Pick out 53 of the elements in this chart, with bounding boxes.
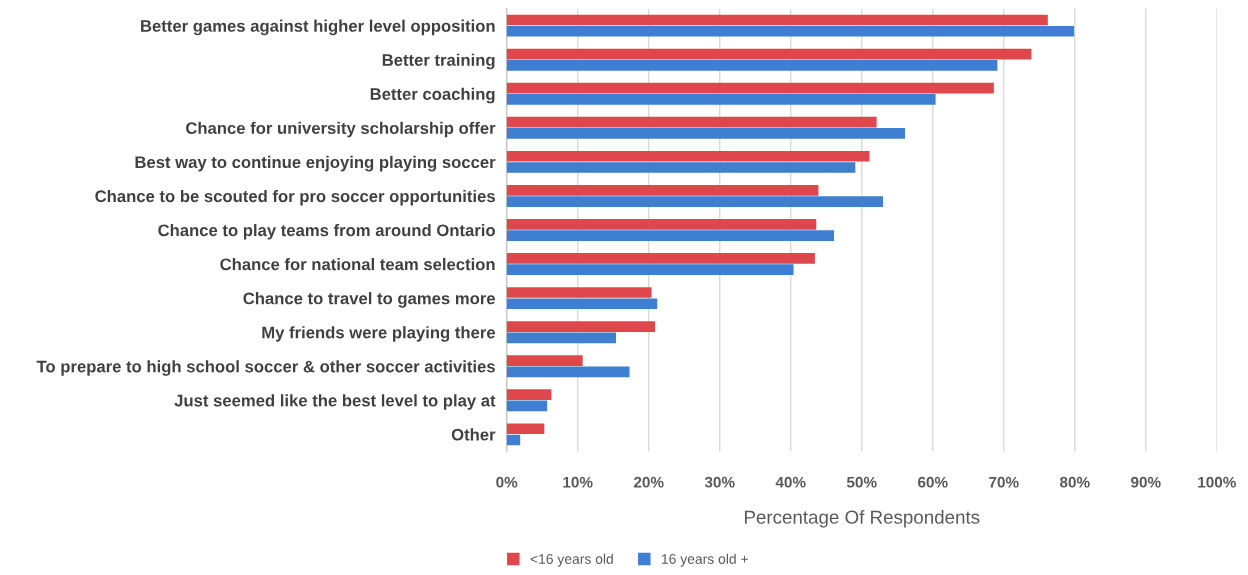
bar xyxy=(506,366,630,378)
bar xyxy=(506,423,545,435)
x-tick-label: 70% xyxy=(989,476,1019,488)
bar xyxy=(506,400,548,412)
legend-label: <16 years old xyxy=(530,553,613,567)
bar xyxy=(506,162,856,173)
bar xyxy=(506,332,617,344)
y-tick-label: To prepare to high school soccer & other soccer activities xyxy=(36,360,495,376)
bar xyxy=(506,287,652,298)
x-tick-label: 20% xyxy=(633,476,664,488)
y-tick-label: Chance for national team selection xyxy=(220,258,495,271)
bar xyxy=(506,253,815,264)
y-tick-label: My friends were playing there xyxy=(262,326,496,342)
x-tick-label: 100% xyxy=(1198,476,1236,488)
y-tick-label: Chance to travel to games more xyxy=(243,292,496,308)
bar xyxy=(506,128,906,139)
y-tick-label: Better games against higher level opposition xyxy=(141,19,495,36)
bar xyxy=(506,321,656,332)
bar xyxy=(506,48,1032,60)
bar xyxy=(506,264,794,276)
bar xyxy=(506,25,1075,37)
x-tick-label: 40% xyxy=(775,476,806,488)
y-tick-label: Chance to be scouted for pro soccer opportunities xyxy=(95,189,495,206)
bar xyxy=(506,14,1048,26)
bar xyxy=(506,355,583,366)
bar xyxy=(506,116,877,128)
legend-label: 16 years old + xyxy=(662,553,748,567)
bar xyxy=(506,389,552,401)
y-tick-label: Chance to play teams from around Ontario xyxy=(158,223,495,240)
x-tick-label: 50% xyxy=(846,476,877,488)
x-tick-label: 90% xyxy=(1131,476,1161,488)
bar xyxy=(506,298,658,310)
x-axis-title: Percentage Of Respondents xyxy=(744,510,980,528)
y-tick-label: Better training xyxy=(382,53,495,70)
x-tick-label: 60% xyxy=(918,476,948,488)
bar xyxy=(506,94,936,105)
y-tick-label: Better coaching xyxy=(370,87,495,104)
bar xyxy=(506,184,819,196)
y-tick-label: Best way to continue enjoying playing soccer xyxy=(135,155,496,172)
x-tick-label: 80% xyxy=(1059,476,1090,488)
bar xyxy=(506,434,521,446)
bar xyxy=(506,82,994,94)
bar xyxy=(506,196,884,207)
y-tick-label: Just seemed like the best level to play at xyxy=(174,394,496,410)
x-tick-label: 0% xyxy=(496,476,518,488)
y-tick-label: Chance for university scholarship offer xyxy=(186,121,496,138)
x-tick-label: 10% xyxy=(563,476,593,488)
y-tick-label: Other xyxy=(451,428,496,441)
x-tick-label: 30% xyxy=(704,476,735,488)
bar xyxy=(506,230,835,241)
bar xyxy=(506,219,817,230)
bar xyxy=(506,150,870,162)
bar xyxy=(506,59,998,71)
